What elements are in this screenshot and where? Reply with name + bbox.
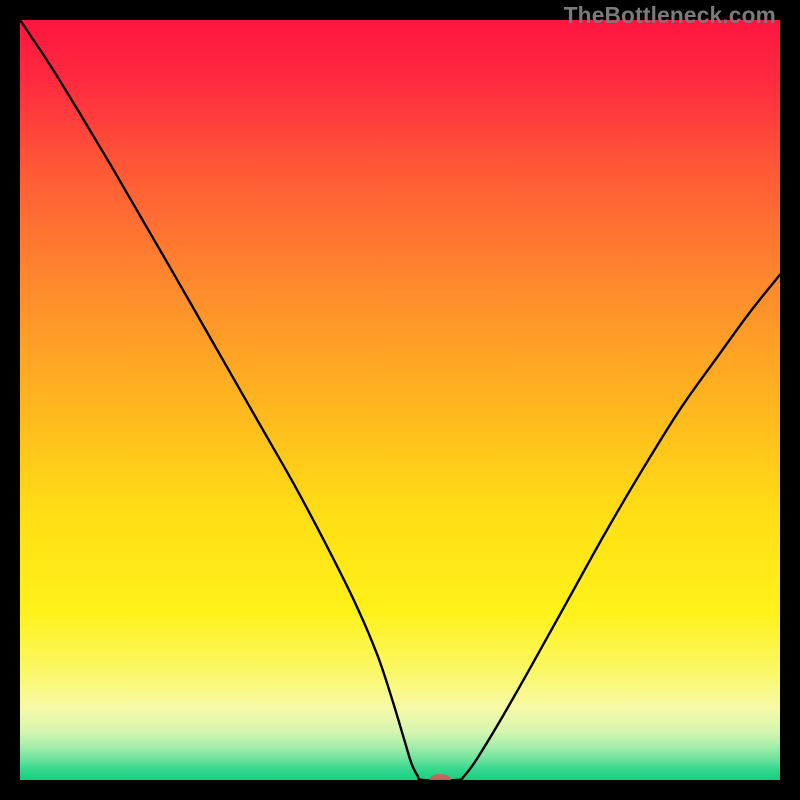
watermark-text: TheBottleneck.com	[564, 2, 776, 29]
chart-svg	[20, 20, 780, 780]
gradient-background	[20, 20, 780, 780]
chart-frame: TheBottleneck.com	[0, 0, 800, 800]
plot-area	[20, 20, 780, 780]
